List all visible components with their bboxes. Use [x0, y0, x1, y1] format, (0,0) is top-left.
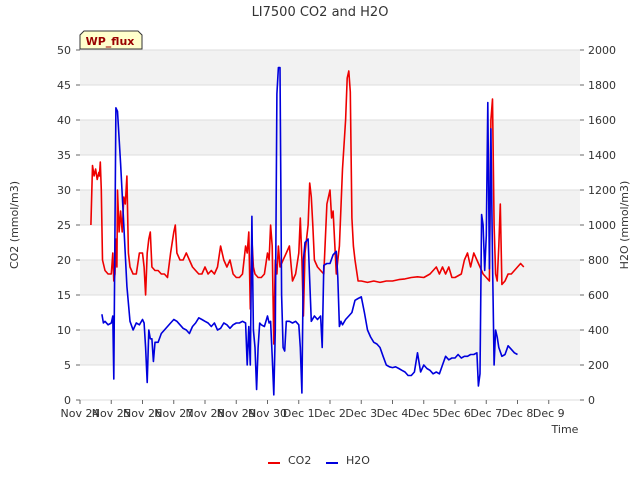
band: [80, 50, 580, 85]
right-tick-label: 800: [588, 254, 609, 267]
band: [80, 260, 580, 295]
x-tick-label: Dec 4: [377, 407, 409, 420]
left-tick-label: 20: [57, 254, 71, 267]
x-tick-label: Nov 27: [154, 407, 193, 420]
left-tick-label: 10: [57, 324, 71, 337]
series-h2o-line: [101, 66, 518, 396]
x-tick-label: Dec 5: [408, 407, 440, 420]
x-tick-label: Dec 1: [283, 407, 315, 420]
left-tick-label: 5: [64, 359, 71, 372]
x-tick-label: Nov 25: [92, 407, 131, 420]
series-co2-line: [90, 70, 525, 345]
series-lines: [90, 66, 525, 396]
x-tick-label: Nov 24: [61, 407, 100, 420]
x-tick-label: Dec 9: [533, 407, 565, 420]
x-tick-label: Dec 3: [345, 407, 377, 420]
right-tick-label: 1800: [588, 79, 616, 92]
x-tick-label: Dec 2: [314, 407, 346, 420]
right-tick-label: 1400: [588, 149, 616, 162]
right-tick-label: 2000: [588, 44, 616, 57]
x-tick-label: Nov 26: [123, 407, 162, 420]
x-tick-label: Dec 6: [439, 407, 471, 420]
right-tick-label: 600: [588, 289, 609, 302]
badge-text: WP_flux: [86, 35, 135, 48]
right-tick-label: 1000: [588, 219, 616, 232]
x-tick-label: Nov 29: [217, 407, 256, 420]
right-tick-label: 1600: [588, 114, 616, 127]
legend-label-h2o: H2O: [346, 454, 370, 467]
right-axis-label: H2O (mmol/m3): [618, 181, 631, 270]
left-tick-label: 50: [57, 44, 71, 57]
x-tick-label: Nov 28: [186, 407, 225, 420]
left-tick-label: 0: [64, 394, 71, 407]
right-tick-label: 400: [588, 324, 609, 337]
x-tick-label: Dec 7: [470, 407, 502, 420]
badge-box: [79, 30, 143, 50]
left-tick-label: 40: [57, 114, 71, 127]
x-axis-label: Time: [551, 423, 579, 436]
left-tick-label: 25: [57, 219, 71, 232]
left-tick-label: 15: [57, 289, 71, 302]
right-axis-ticks: 0 200 400 600 800 1000 1200 1400 1600 1800 2000: [580, 44, 616, 407]
band: [80, 120, 580, 155]
x-tick-label: Nov 30: [248, 407, 287, 420]
right-tick-label: 0: [588, 394, 595, 407]
right-tick-label: 1200: [588, 184, 616, 197]
left-axis-label: CO2 (mmol/m3): [8, 181, 21, 269]
legend: CO2 H2O: [268, 454, 370, 467]
legend-label-co2: CO2: [288, 454, 311, 467]
chart-title: LI7500 CO2 and H2O: [252, 5, 389, 20]
left-tick-label: 35: [57, 149, 71, 162]
left-tick-label: 30: [57, 184, 71, 197]
left-tick-label: 45: [57, 79, 71, 92]
right-tick-label: 200: [588, 359, 609, 372]
x-tick-label: Dec 8: [502, 407, 534, 420]
site-badge: WP_flux: [79, 30, 143, 50]
left-axis-ticks: 0 5 10 15 20 25 30 35 40 45 50: [57, 44, 80, 407]
